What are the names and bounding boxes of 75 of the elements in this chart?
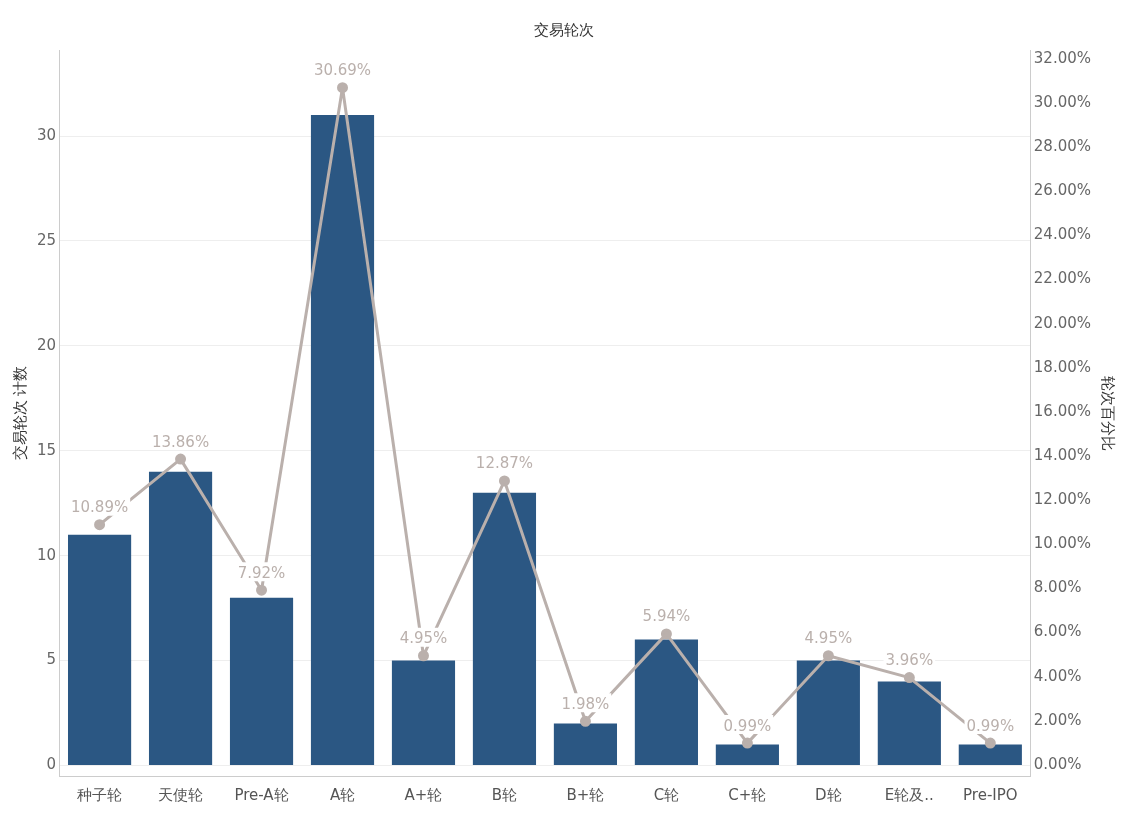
x-tick-label: C+轮 xyxy=(728,785,767,804)
bar xyxy=(472,492,537,766)
x-tick-label: D轮 xyxy=(815,785,842,804)
data-label: 0.99% xyxy=(723,716,772,735)
bar xyxy=(553,723,618,766)
y2-tick-label: 32.00% xyxy=(1033,48,1092,67)
y-tick-label: 15 xyxy=(36,440,57,459)
y-axis-title: 交易轮次 计数 xyxy=(10,365,29,461)
y2-tick-label: 6.00% xyxy=(1033,622,1082,641)
point xyxy=(903,672,915,684)
bar xyxy=(958,744,1022,766)
x-tick-label: C轮 xyxy=(653,785,680,804)
y2-tick-label: 20.00% xyxy=(1033,313,1092,332)
x-tick-label: A+轮 xyxy=(404,785,443,804)
point xyxy=(822,650,834,662)
point xyxy=(984,737,996,749)
data-label: 0.99% xyxy=(966,716,1015,735)
point xyxy=(337,82,349,94)
y2-tick-label: 16.00% xyxy=(1033,401,1092,420)
x-tick-label: Pre-IPO xyxy=(963,785,1018,804)
y2-tick-label: 12.00% xyxy=(1033,490,1092,509)
point xyxy=(175,453,187,465)
y-tick-label: 25 xyxy=(36,230,57,249)
data-label: 5.94% xyxy=(642,607,691,626)
y-tick-label: 20 xyxy=(36,335,57,354)
bar xyxy=(391,660,456,766)
y2-tick-label: 2.00% xyxy=(1033,710,1082,729)
data-label: 1.98% xyxy=(561,694,610,713)
bar xyxy=(310,115,375,766)
x-tick-label: B轮 xyxy=(491,785,518,804)
y-tick-label: 10 xyxy=(36,545,57,564)
data-label: 12.87% xyxy=(475,454,534,473)
x-tick-label: A轮 xyxy=(329,785,356,804)
data-label: 10.89% xyxy=(70,498,129,517)
y2-tick-label: 24.00% xyxy=(1033,225,1092,244)
y2-tick-label: 8.00% xyxy=(1033,578,1082,597)
x-tick-label: E轮及.. xyxy=(884,785,934,804)
data-label: 4.95% xyxy=(399,629,448,648)
x-tick-label: Pre-A轮 xyxy=(234,785,289,804)
point xyxy=(498,475,510,487)
y2-tick-label: 0.00% xyxy=(1033,754,1082,773)
y2-tick-label: 10.00% xyxy=(1033,534,1092,553)
y2-tick-label: 28.00% xyxy=(1033,136,1092,155)
bar xyxy=(67,534,132,766)
y2-tick-label: 4.00% xyxy=(1033,666,1082,685)
bar xyxy=(229,597,294,766)
bar xyxy=(634,639,698,766)
point xyxy=(256,584,268,596)
point xyxy=(417,650,429,662)
bar xyxy=(715,744,779,766)
y2-tick-label: 22.00% xyxy=(1033,269,1092,288)
point xyxy=(660,628,672,640)
x-tick-label: B+轮 xyxy=(566,785,605,804)
y2-tick-label: 30.00% xyxy=(1033,92,1092,111)
x-tick-label: 种子轮 xyxy=(77,785,123,804)
x-tick-label: 天使轮 xyxy=(158,785,204,804)
point xyxy=(741,737,753,749)
data-label: 13.86% xyxy=(151,432,210,451)
data-label: 3.96% xyxy=(885,650,934,669)
y2-axis-title: 轮次百分比 xyxy=(1099,375,1118,451)
y-tick-label: 5 xyxy=(46,650,57,669)
y2-tick-label: 26.00% xyxy=(1033,181,1092,200)
chart-title: 交易轮次 xyxy=(534,20,594,39)
data-label: 7.92% xyxy=(237,563,286,582)
y-tick-label: 0 xyxy=(46,755,57,774)
point xyxy=(579,715,591,727)
data-label: 4.95% xyxy=(804,629,853,648)
point xyxy=(94,519,106,531)
bar xyxy=(796,660,860,766)
y2-tick-label: 14.00% xyxy=(1033,445,1092,464)
bar xyxy=(877,681,941,766)
bar xyxy=(148,471,213,766)
y2-tick-label: 18.00% xyxy=(1033,357,1092,376)
data-label: 30.69% xyxy=(313,61,372,80)
y-tick-label: 30 xyxy=(36,125,57,144)
